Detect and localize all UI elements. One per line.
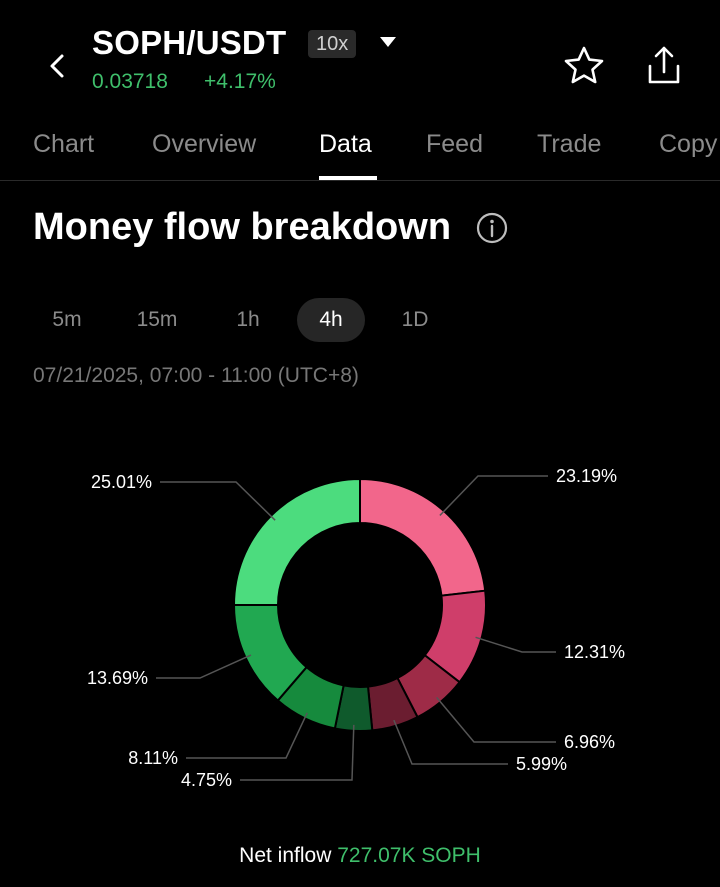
slice-percent-label: 12.31% [564,642,625,662]
slice-leader-line [186,712,308,759]
time-range-selector: 5m 15m 1h 4h 1D [0,298,720,342]
range-1h[interactable]: 1h [236,308,260,331]
last-price: 0.03718 [92,70,168,93]
tab-feed[interactable]: Feed [426,130,483,158]
slice-percent-label: 4.75% [181,770,232,790]
net-flow-label: Net inflow [239,844,332,867]
net-flow: Net inflow 727.07K SOPH [0,844,720,868]
tab-chart[interactable]: Chart [33,130,95,158]
section-title: Money flow breakdown [33,206,452,248]
range-15m[interactable]: 15m [136,308,178,331]
money-flow-donut-chart: 23.19% 12.31% 6.96%5.99% 4.75%8.11% 13.69% 25… [87,466,625,790]
trading-pair: SOPH/USDT [92,24,287,61]
slice-leader-line [436,696,556,743]
tab-overview[interactable]: Overview [152,130,257,158]
tab-data[interactable]: Data [319,130,372,158]
tab-trade[interactable]: Trade [537,130,602,158]
slice-percent-label: 6.96% [564,732,615,752]
info-icon[interactable] [476,212,508,244]
range-1d[interactable]: 1D [401,308,429,331]
slice-leader-line [439,475,548,516]
header: SOPH/USDT 10x 0.03718 +4.17% [0,0,720,110]
slice-percent-label: 25.01% [91,472,152,492]
price-change: +4.17% [204,70,276,93]
net-flow-value: 727.07K SOPH [337,844,481,867]
donut-slice-outflow [359,477,487,597]
share-icon[interactable] [642,42,686,88]
slice-leader-line [240,724,355,781]
tab-bar: Chart Overview Data Feed Trade Copy [0,118,720,181]
donut-slice-inflow [232,477,361,607]
range-4h[interactable]: 4h [297,298,365,342]
active-tab-indicator [319,176,377,180]
leverage-badge: 10x [308,30,357,58]
favorite-star-icon[interactable] [562,44,606,88]
slice-percent-label: 23.19% [556,466,617,486]
slice-leader-line [160,481,276,521]
slice-percent-label: 13.69% [87,668,148,688]
back-arrow-icon[interactable] [44,48,72,84]
slice-percent-label: 5.99% [516,754,567,774]
date-range: 07/21/2025, 07:00 - 11:00 (UTC+8) [33,364,359,387]
range-5m[interactable]: 5m [52,308,82,331]
tab-copy[interactable]: Copy [659,130,718,158]
slice-leader-line [393,719,508,765]
pair-dropdown-icon[interactable] [380,37,396,47]
slice-leader-line [156,654,252,679]
slice-percent-label: 8.11% [128,748,178,768]
slice-leader-line [475,636,556,653]
